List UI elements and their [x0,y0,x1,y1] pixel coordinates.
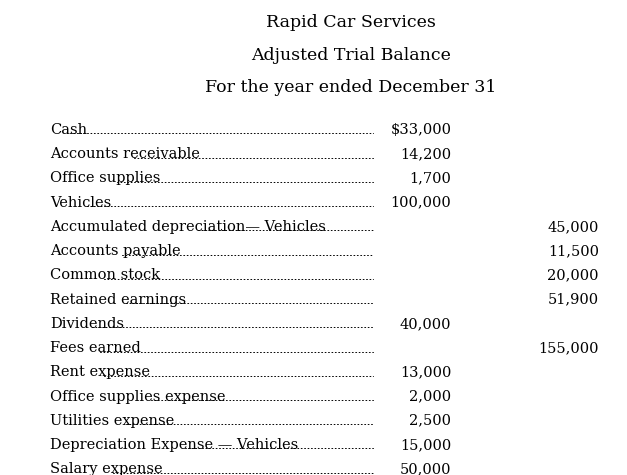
Text: Common stock: Common stock [50,268,161,282]
Text: 13,000: 13,000 [400,365,451,379]
Text: Office supplies expense: Office supplies expense [50,390,226,403]
Text: Adjusted Trial Balance: Adjusted Trial Balance [251,47,451,64]
Text: Office supplies: Office supplies [50,171,161,185]
Text: Accounts payable: Accounts payable [50,244,181,258]
Text: Retained earnings: Retained earnings [50,293,186,306]
Text: 50,000: 50,000 [400,462,451,475]
Text: 45,000: 45,000 [547,220,599,234]
Text: 51,900: 51,900 [547,293,599,306]
Text: Vehicles: Vehicles [50,196,112,209]
Text: Accumulated depreciation— Vehicles: Accumulated depreciation— Vehicles [50,220,326,234]
Text: 40,000: 40,000 [400,317,451,331]
Text: 2,500: 2,500 [409,414,451,428]
Text: 2,000: 2,000 [409,390,451,403]
Text: 15,000: 15,000 [400,438,451,452]
Text: 11,500: 11,500 [548,244,599,258]
Text: 1,700: 1,700 [409,171,451,185]
Text: Rapid Car Services: Rapid Car Services [266,14,436,31]
Text: 20,000: 20,000 [547,268,599,282]
Text: 14,200: 14,200 [400,147,451,161]
Text: $33,000: $33,000 [391,123,451,137]
Text: 155,000: 155,000 [539,341,599,355]
Text: Salary expense: Salary expense [50,462,163,475]
Text: Dividends: Dividends [50,317,124,331]
Text: Rent expense: Rent expense [50,365,150,379]
Text: Cash: Cash [50,123,87,137]
Text: Accounts receivable: Accounts receivable [50,147,200,161]
Text: Fees earned: Fees earned [50,341,141,355]
Text: Depreciation Expense — Vehicles: Depreciation Expense — Vehicles [50,438,298,452]
Text: 100,000: 100,000 [391,196,451,209]
Text: For the year ended December 31: For the year ended December 31 [206,79,497,96]
Text: Utilities expense: Utilities expense [50,414,174,428]
